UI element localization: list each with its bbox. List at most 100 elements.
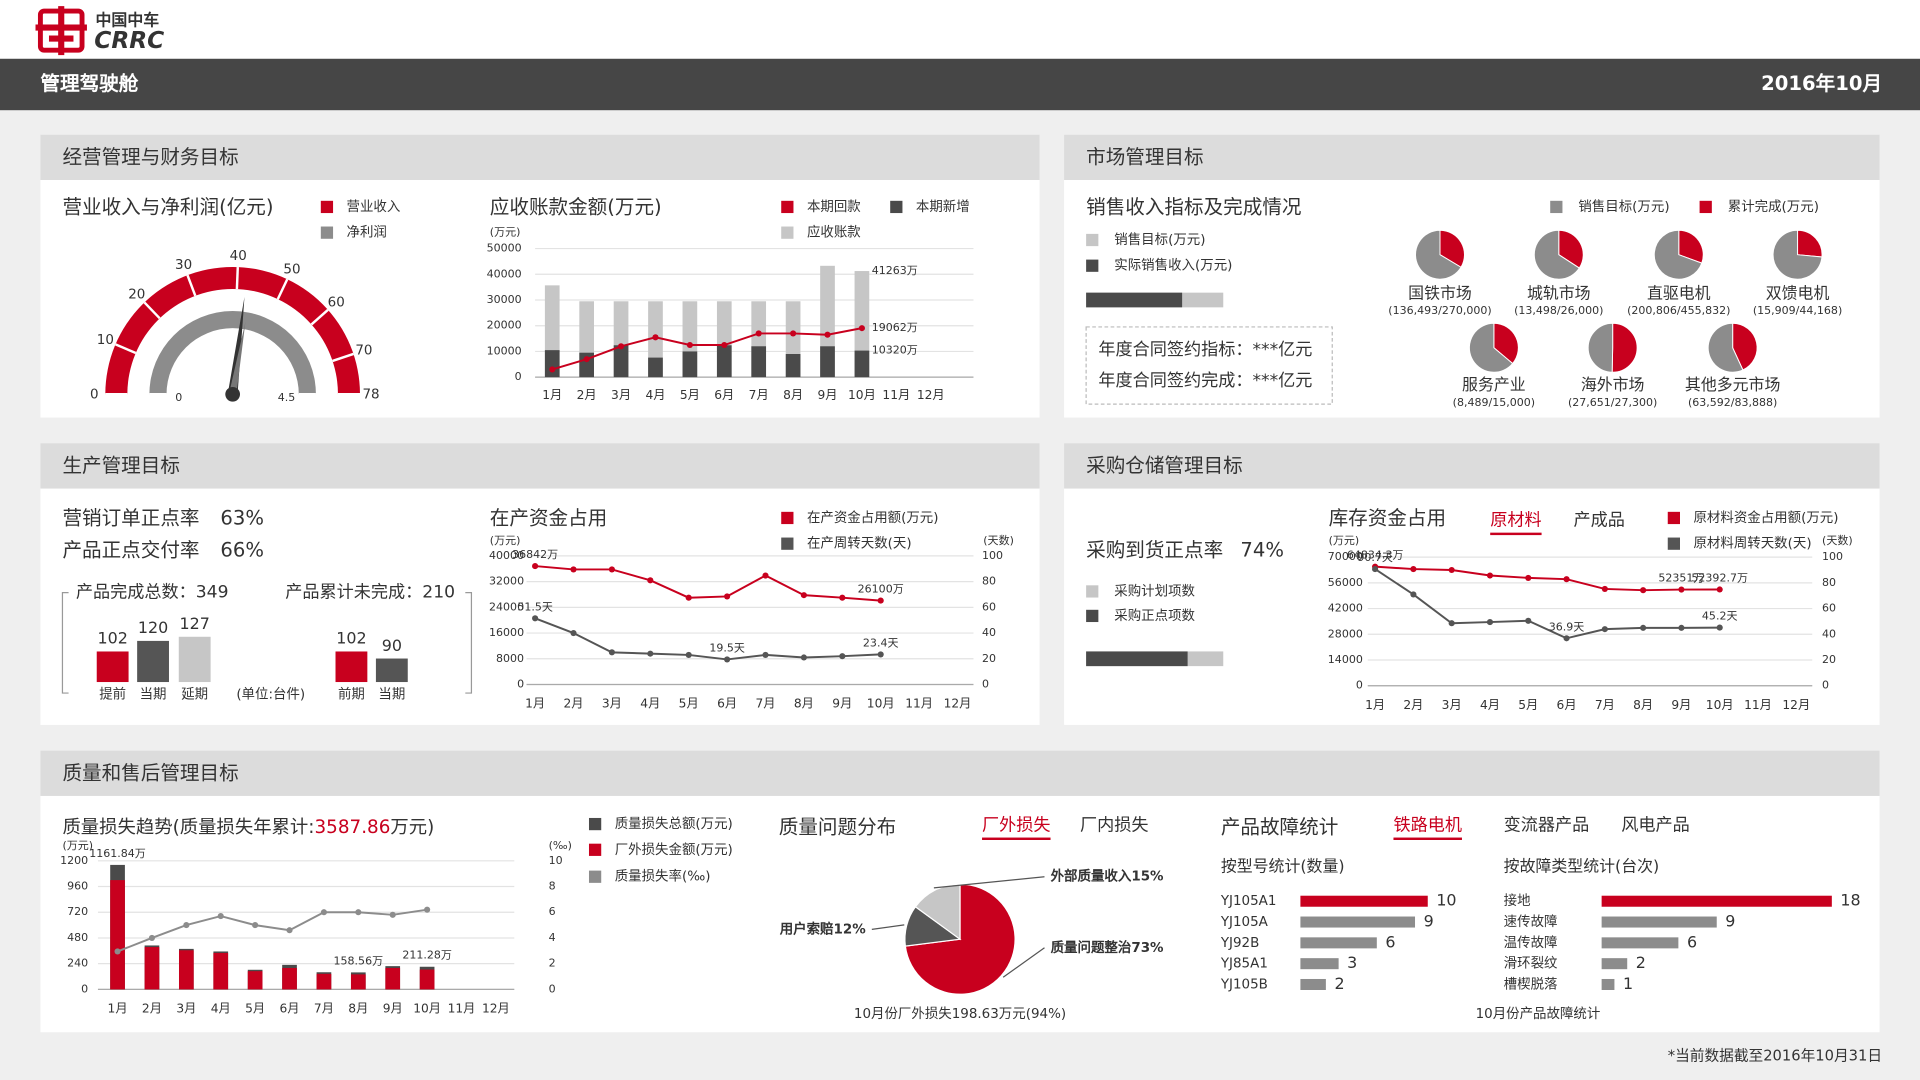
x-tick-label: 6月 — [717, 697, 737, 711]
bar — [1601, 958, 1628, 970]
y2-tick-label: 40 — [982, 626, 996, 639]
legend-swatch — [1667, 511, 1680, 525]
x-tick-label: 1月 — [108, 1001, 128, 1015]
y2-tick-label: 0 — [1822, 679, 1829, 692]
bracket — [465, 592, 473, 694]
panel-header — [40, 443, 1040, 489]
y-tick-label: 30000 — [487, 293, 522, 306]
legend-label: 销售目标(万元) — [1114, 232, 1205, 248]
gauge-band — [105, 266, 360, 395]
gauge-tick-label: 40 — [230, 249, 247, 264]
x-tick-label: 12月 — [917, 388, 945, 402]
line-point — [217, 913, 224, 920]
x-tick-label: 当期 — [378, 686, 405, 702]
data-label: 9 — [1424, 912, 1434, 931]
app-title: 管理驾驶舱 — [40, 72, 138, 95]
x-tick-label: 5月 — [1518, 698, 1538, 712]
y-tick-label: 32000 — [489, 575, 524, 588]
bar — [1300, 958, 1339, 970]
tab[interactable]: 产成品 — [1573, 510, 1624, 530]
x-tick-label: 1月 — [542, 388, 562, 402]
legend-label: 本期回款 — [807, 199, 861, 215]
data-label: 51.5天 — [517, 600, 553, 613]
legend-swatch — [1086, 259, 1099, 272]
tab[interactable]: 厂内损失 — [1080, 815, 1149, 835]
y-tick-label: 速传故障 — [1504, 914, 1558, 930]
bar — [144, 947, 160, 990]
x-tick-label: 前期 — [338, 685, 365, 702]
y-tick-label: 42000 — [1328, 602, 1363, 615]
pie-label: (8,489/15,000) — [1453, 396, 1535, 409]
legend-label: 采购正点项数 — [1114, 608, 1195, 624]
tab[interactable]: 风电产品 — [1621, 815, 1690, 835]
panel-title: 质量和售后管理目标 — [62, 761, 238, 784]
x-tick-label: 12月 — [482, 1001, 510, 1015]
y2-tick-label: 20 — [982, 652, 996, 665]
data-label: 120 — [138, 618, 168, 637]
pie-slice — [1772, 229, 1823, 280]
line-point — [1640, 587, 1647, 594]
legend-label: 原材料资金占用额(万元) — [1693, 510, 1838, 526]
title-part: 万元) — [390, 817, 434, 838]
x-tick-label: 9月 — [832, 697, 852, 711]
x-tick-label: 当期 — [140, 686, 167, 702]
tab[interactable]: 原材料 — [1490, 510, 1541, 530]
bar — [785, 354, 801, 378]
line-point — [1410, 566, 1417, 573]
y2-tick-label: 4 — [549, 931, 556, 944]
chart-title: 在产资金占用 — [490, 507, 607, 530]
bar — [1300, 978, 1326, 990]
y-tick-label: 480 — [67, 931, 88, 944]
y-tick-label: 28000 — [1328, 627, 1363, 640]
x-tick-label: 8月 — [348, 1001, 368, 1015]
tab[interactable]: 铁路电机 — [1393, 815, 1462, 835]
tab-underline — [982, 837, 1051, 840]
x-tick-label: 3月 — [611, 388, 631, 402]
x-tick-label: 2月 — [1403, 698, 1423, 712]
x-tick-label: 2月 — [142, 1001, 162, 1015]
line-point — [762, 651, 769, 658]
data-label: 质量问题整治73% — [1051, 939, 1164, 956]
y2-axis-unit: (天数) — [1822, 534, 1853, 547]
x-tick-label: 4月 — [645, 388, 665, 402]
y-tick-label: 接地 — [1504, 892, 1531, 909]
panel-header — [1064, 134, 1880, 180]
x-tick-label: 11月 — [1744, 698, 1772, 712]
legend-swatch — [1550, 200, 1563, 214]
legend-label: 在产资金占用额(万元) — [807, 510, 939, 526]
data-label: 1161.84万 — [89, 847, 146, 860]
y-tick-label: YJ105A1 — [1220, 894, 1277, 909]
report-date: 2016年10月 — [1761, 72, 1882, 95]
x-tick-label: 9月 — [817, 388, 837, 402]
x-tick-label: 7月 — [755, 697, 775, 711]
bar — [96, 651, 129, 683]
legend-label: 厂外损失金额(万元) — [615, 842, 733, 858]
legend-label: 实际销售收入(万元) — [1114, 258, 1232, 274]
pie-slice — [1468, 322, 1514, 373]
line-point — [532, 563, 539, 570]
pie-label: (27,651/27,300) — [1568, 396, 1657, 409]
x-tick-label: 延期 — [181, 686, 208, 702]
bar — [854, 350, 870, 378]
gauge-tick — [276, 278, 289, 300]
line-point — [570, 566, 577, 573]
legend-label: 累计完成(万元) — [1728, 199, 1819, 215]
y2-tick-label: 0 — [982, 677, 989, 690]
bar — [385, 967, 401, 990]
bar — [648, 357, 663, 378]
pie-slice — [1533, 229, 1580, 280]
line-point — [252, 922, 259, 929]
line-point — [608, 649, 615, 656]
legend-swatch — [781, 226, 794, 239]
pie-slice — [1797, 229, 1823, 258]
line-point — [724, 593, 731, 600]
line-point — [839, 653, 846, 660]
line-point — [647, 577, 654, 584]
y-tick-label: 0 — [515, 370, 522, 383]
x-tick-label: 9月 — [1671, 698, 1691, 712]
tab[interactable]: 变流器产品 — [1504, 815, 1590, 835]
progress-bar — [1086, 651, 1188, 667]
gauge-tick — [235, 266, 240, 290]
tab[interactable]: 厂外损失 — [982, 815, 1050, 835]
gauge-band — [149, 311, 316, 395]
